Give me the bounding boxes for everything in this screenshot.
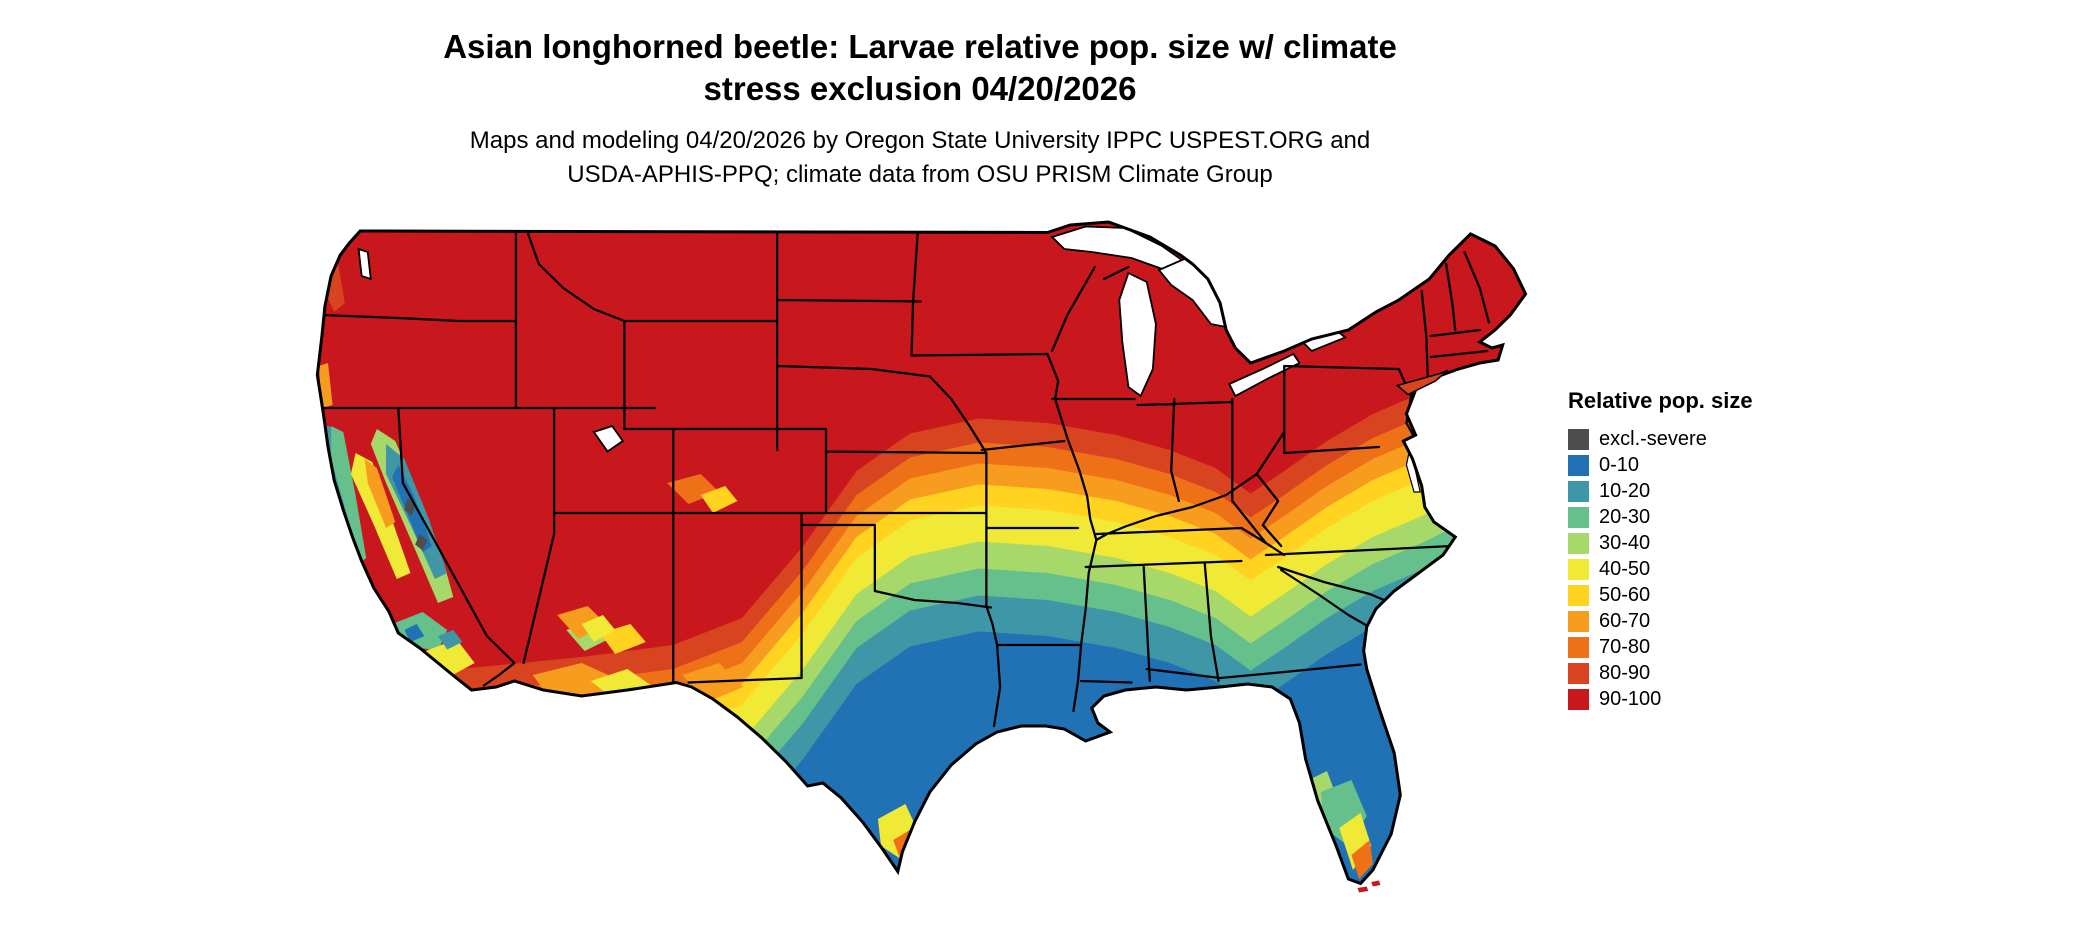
legend-label: 0-10 bbox=[1599, 452, 1639, 478]
page-title: Asian longhorned beetle: Larvae relative… bbox=[0, 26, 1840, 110]
legend-label: 30-40 bbox=[1599, 530, 1650, 556]
legend-item: 0-10 bbox=[1568, 452, 1753, 478]
legend-item: 70-80 bbox=[1568, 634, 1753, 660]
legend-label: excl.-severe bbox=[1599, 426, 1707, 452]
legend-label: 90-100 bbox=[1599, 686, 1661, 712]
legend-label: 40-50 bbox=[1599, 556, 1650, 582]
legend-swatch bbox=[1568, 533, 1589, 554]
legend-label: 50-60 bbox=[1599, 582, 1650, 608]
legend-swatch bbox=[1568, 663, 1589, 684]
legend-label: 70-80 bbox=[1599, 634, 1650, 660]
legend-item: 20-30 bbox=[1568, 504, 1753, 530]
legend-swatch bbox=[1568, 611, 1589, 632]
legend-label: 10-20 bbox=[1599, 478, 1650, 504]
legend-swatch bbox=[1568, 481, 1589, 502]
legend-label: 20-30 bbox=[1599, 504, 1650, 530]
legend-item: excl.-severe bbox=[1568, 426, 1753, 452]
legend-swatch bbox=[1568, 507, 1589, 528]
legend-item: 80-90 bbox=[1568, 660, 1753, 686]
legend-item: 30-40 bbox=[1568, 530, 1753, 556]
legend-title: Relative pop. size bbox=[1568, 388, 1753, 414]
subtitle-line-1: Maps and modeling 04/20/2026 by Oregon S… bbox=[0, 124, 1840, 158]
title-line-2: stress exclusion 04/20/2026 bbox=[0, 68, 1840, 110]
title-line-1: Asian longhorned beetle: Larvae relative… bbox=[0, 26, 1840, 68]
legend-item: 50-60 bbox=[1568, 582, 1753, 608]
legend-item: 10-20 bbox=[1568, 478, 1753, 504]
legend-swatch bbox=[1568, 455, 1589, 476]
legend-item: 60-70 bbox=[1568, 608, 1753, 634]
legend-item: 40-50 bbox=[1568, 556, 1753, 582]
legend-swatch bbox=[1568, 559, 1589, 580]
us-choropleth-map bbox=[215, 186, 1605, 936]
legend-swatch bbox=[1568, 689, 1589, 710]
legend-swatch bbox=[1568, 637, 1589, 658]
page-subtitle: Maps and modeling 04/20/2026 by Oregon S… bbox=[0, 124, 1840, 192]
legend-swatch bbox=[1568, 429, 1589, 450]
legend-label: 80-90 bbox=[1599, 660, 1650, 686]
legend-label: 60-70 bbox=[1599, 608, 1650, 634]
legend-item: 90-100 bbox=[1568, 686, 1753, 712]
legend-swatch bbox=[1568, 585, 1589, 606]
